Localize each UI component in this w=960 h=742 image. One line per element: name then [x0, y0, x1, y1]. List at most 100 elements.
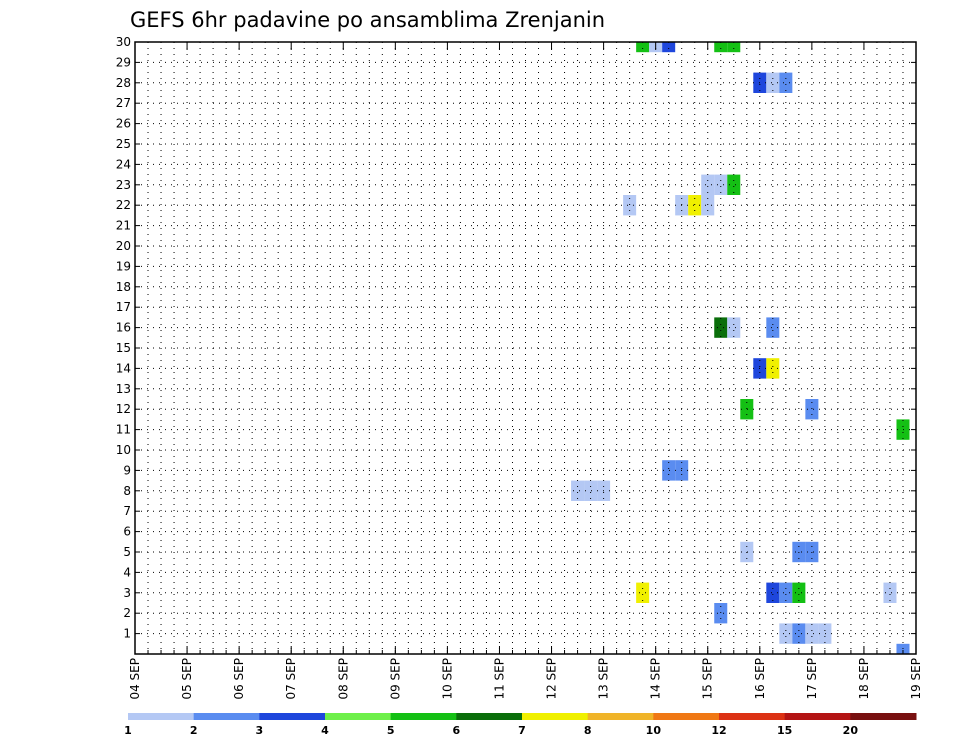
- cell-member-28-6: [766, 72, 780, 93]
- y-tick-label-20: 20: [116, 239, 131, 253]
- y-tick-label-2: 2: [123, 606, 131, 620]
- y-tick-label-16: 16: [116, 321, 131, 335]
- cell-member-30-2: [662, 42, 676, 53]
- cell-member-23-9: [714, 174, 728, 195]
- y-tick-label-25: 25: [116, 137, 131, 151]
- colorbar-label-4: 4: [321, 724, 329, 737]
- cell-member-12-20: [740, 399, 754, 420]
- x-tick-label-6: 10 SEP: [440, 658, 454, 700]
- y-tick-label-6: 6: [123, 525, 131, 539]
- grid-layer: [135, 42, 916, 654]
- colorbar-label-8: 8: [584, 724, 592, 737]
- y-tick-label-1: 1: [123, 627, 131, 641]
- colorbar-swatch-0: [128, 713, 195, 720]
- y-tick-label-9: 9: [123, 463, 131, 477]
- colorbar-swatch-6: [522, 713, 589, 720]
- x-axis: 04 SEP 05 SEP 06 SEP 07 SEP 08 SEP 09 SEP 10 S…: [128, 42, 923, 700]
- cell-member-1-38: [792, 623, 806, 644]
- y-tick-label-29: 29: [116, 55, 131, 69]
- y-axis: 1234567891011121314151617181920212223242…: [116, 35, 916, 641]
- x-tick-label-10: 14 SEP: [649, 658, 663, 700]
- x-tick-label-12: 16 SEP: [753, 658, 767, 700]
- cell-member-12-21: [805, 399, 819, 420]
- colorbar-swatch-10: [784, 713, 851, 720]
- x-tick-label-4: 08 SEP: [336, 658, 350, 700]
- cell-member-22-14: [701, 195, 715, 216]
- cell-member-3-32: [766, 582, 780, 603]
- plot-frame: [134, 41, 917, 655]
- cell-member-30-3: [714, 42, 728, 53]
- chart-title: GEFS 6hr padavine po ansamblima Zrenjani…: [130, 8, 605, 32]
- cell-member-30-0: [636, 42, 650, 53]
- cell-member-16-16: [727, 317, 741, 338]
- y-tick-label-28: 28: [116, 76, 131, 90]
- cell-member-30-4: [727, 42, 741, 53]
- y-tick-label-23: 23: [116, 178, 131, 192]
- y-tick-label-8: 8: [123, 484, 131, 498]
- colorbar-label-5: 5: [387, 724, 395, 737]
- y-tick-label-17: 17: [116, 300, 131, 314]
- cell-member-16-17: [766, 317, 780, 338]
- colorbar-label-12: 12: [711, 724, 726, 737]
- colorbar-swatch-2: [259, 713, 326, 720]
- cell-member-3-34: [792, 582, 806, 603]
- y-tick-label-10: 10: [116, 443, 131, 457]
- cell-member-3-35: [883, 582, 897, 603]
- colorbar-swatch-4: [390, 713, 457, 720]
- colorbar-swatch-7: [587, 713, 654, 720]
- cell-member-28-7: [779, 72, 793, 93]
- cell-member-3-33: [779, 582, 793, 603]
- colorbar-swatch-8: [653, 713, 720, 720]
- colorbar-label-20: 20: [843, 724, 859, 737]
- colorbar-label-1: 1: [124, 724, 132, 737]
- colorbar-label-10: 10: [646, 724, 662, 737]
- y-tick-label-18: 18: [116, 280, 131, 294]
- colorbar-label-3: 3: [256, 724, 264, 737]
- colorbar-swatch-5: [456, 713, 523, 720]
- cells-layer: [571, 42, 910, 654]
- y-tick-label-14: 14: [116, 361, 131, 375]
- cell-member-9-23: [662, 460, 676, 481]
- x-tick-label-0: 04 SEP: [128, 658, 142, 700]
- y-tick-label-19: 19: [116, 259, 131, 273]
- cell-member-23-10: [727, 174, 741, 195]
- y-tick-label-11: 11: [116, 423, 131, 437]
- cell-member-8-26: [584, 480, 598, 501]
- colorbar-swatch-1: [193, 713, 260, 720]
- y-tick-label-26: 26: [116, 117, 131, 131]
- y-tick-label-22: 22: [116, 198, 131, 212]
- x-tick-label-8: 12 SEP: [545, 658, 559, 700]
- x-tick-label-15: 19 SEP: [909, 658, 923, 700]
- x-tick-label-13: 17 SEP: [805, 658, 819, 700]
- cell-member-1-39: [805, 623, 819, 644]
- colorbar-swatch-11: [850, 713, 917, 720]
- x-tick-label-3: 07 SEP: [284, 658, 298, 700]
- cell-member-1-37: [779, 623, 793, 644]
- y-tick-label-12: 12: [116, 402, 131, 416]
- x-tick-label-5: 09 SEP: [388, 658, 402, 700]
- x-tick-label-11: 15 SEP: [701, 658, 715, 700]
- colorbar: 1 2 3 4 5 6 7 8 10 12 15 20: [124, 713, 917, 737]
- y-tick-label-3: 3: [123, 586, 131, 600]
- y-tick-label-21: 21: [116, 219, 131, 233]
- colorbar-label-6: 6: [453, 724, 461, 737]
- y-tick-label-27: 27: [116, 96, 131, 110]
- cell-member-23-8: [701, 174, 715, 195]
- cell-member-11-22: [896, 419, 910, 440]
- y-tick-label-5: 5: [123, 545, 131, 559]
- cell-member-1-40: [818, 623, 832, 644]
- x-tick-label-2: 06 SEP: [232, 658, 246, 700]
- cell-member-16-15: [714, 317, 728, 338]
- x-tick-label-7: 11 SEP: [492, 658, 506, 700]
- cell-member-14-19: [766, 358, 780, 379]
- colorbar-label-7: 7: [518, 724, 526, 737]
- colorbar-label-15: 15: [777, 724, 792, 737]
- y-tick-label-7: 7: [123, 504, 131, 518]
- colorbar-swatch-9: [719, 713, 786, 720]
- cell-member-22-11: [623, 195, 637, 216]
- x-tick-label-14: 18 SEP: [857, 658, 871, 700]
- cell-member-8-25: [571, 480, 585, 501]
- colorbar-swatch-3: [325, 713, 392, 720]
- cell-member-2-36: [714, 603, 728, 624]
